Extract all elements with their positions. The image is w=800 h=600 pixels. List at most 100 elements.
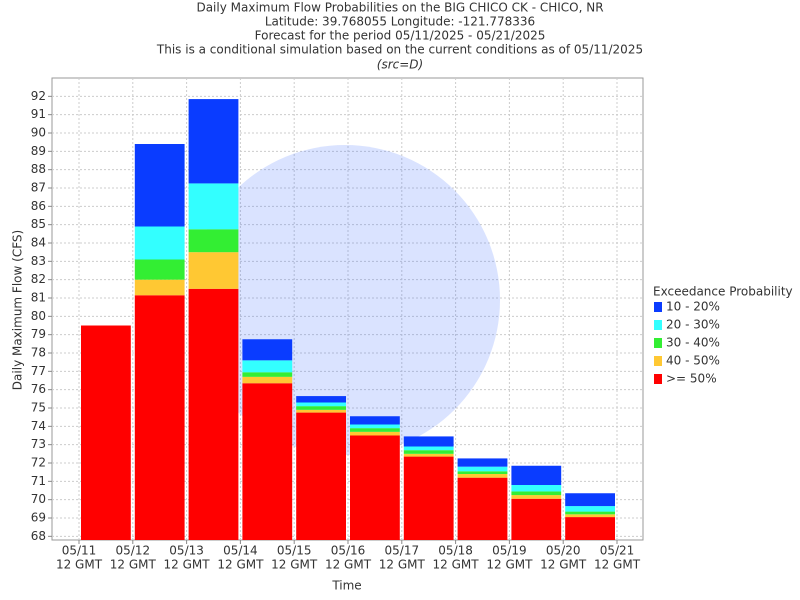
y-tick-label: 79 [31, 327, 46, 341]
y-tick-label: 87 [31, 181, 46, 195]
y-tick-label: 88 [31, 162, 46, 176]
bar-segment [296, 412, 346, 540]
bar-segment [350, 431, 400, 436]
y-tick-label: 80 [31, 309, 46, 323]
x-tick-label: 12 GMT [56, 558, 103, 572]
x-tick-label: 05/13 [169, 544, 204, 558]
bar-segment [350, 435, 400, 540]
bar-segment [565, 514, 615, 518]
y-tick-label: 81 [31, 291, 46, 305]
x-tick-label: 12 GMT [594, 558, 641, 572]
bar-segment [242, 372, 293, 377]
bar-segment [511, 491, 562, 496]
y-tick-label: 68 [31, 529, 46, 543]
bar-segment [457, 471, 508, 474]
bar-segment [188, 229, 239, 253]
x-axis-label: Time [331, 579, 361, 593]
bar-segment [188, 252, 239, 289]
title-line: Latitude: 39.768055 Longitude: -121.7783… [265, 15, 535, 29]
x-tick-label: 12 GMT [379, 558, 426, 572]
y-tick-label: 89 [31, 144, 46, 158]
x-tick-label: 05/17 [385, 544, 420, 558]
legend-label: 20 - 30% [666, 318, 720, 332]
bar-segment [403, 453, 454, 457]
y-tick-label: 83 [31, 254, 46, 268]
x-tick-label: 12 GMT [325, 558, 372, 572]
x-tick-label: 05/14 [223, 544, 258, 558]
y-tick-label: 90 [31, 126, 46, 140]
y-tick-label: 76 [31, 382, 46, 396]
bar-segment [565, 517, 615, 540]
y-tick-label: 77 [31, 364, 46, 378]
legend-label: 40 - 50% [666, 354, 720, 368]
bar-segment [134, 226, 185, 260]
y-tick-label: 85 [31, 217, 46, 231]
bar-segment [511, 465, 562, 485]
x-tick-label: 05/19 [492, 544, 527, 558]
bar-segment [134, 144, 185, 227]
bar-segment [511, 485, 562, 492]
legend-swatch [654, 320, 662, 330]
legend-swatch [654, 338, 662, 348]
x-tick-label: 05/16 [331, 544, 366, 558]
bar-segment [296, 402, 346, 407]
subtitle: (src=D) [377, 58, 423, 72]
x-tick-label: 05/12 [116, 544, 151, 558]
x-tick-label: 12 GMT [271, 558, 318, 572]
bar-segment [403, 450, 454, 454]
bar-segment [188, 99, 239, 184]
bar-segment [242, 376, 293, 384]
y-tick-label: 75 [31, 401, 46, 415]
bar-segment [403, 456, 454, 540]
x-tick-label: 12 GMT [217, 558, 264, 572]
bar-segment [350, 424, 400, 429]
y-tick-label: 69 [31, 511, 46, 525]
bar-segment [457, 477, 508, 540]
x-tick-label: 05/20 [546, 544, 581, 558]
x-tick-label: 12 GMT [110, 558, 157, 572]
bar-segment [296, 396, 346, 403]
y-tick-label: 71 [31, 474, 46, 488]
bar-segment [134, 295, 185, 540]
bar-segment [242, 383, 293, 540]
y-tick-label: 86 [31, 199, 46, 213]
bar-segment [134, 279, 185, 296]
title-line: Daily Maximum Flow Probabilities on the … [196, 1, 603, 15]
x-tick-label: 05/11 [62, 544, 97, 558]
x-tick-label: 12 GMT [486, 558, 533, 572]
y-tick-label: 92 [31, 89, 46, 103]
legend-label: >= 50% [666, 372, 717, 386]
title-line: Forecast for the period 05/11/2025 - 05/… [255, 29, 546, 43]
bar-segment [511, 498, 562, 540]
bar-segment [188, 288, 239, 540]
x-tick-label: 12 GMT [433, 558, 480, 572]
bar-segment [81, 325, 131, 540]
bar-segment [296, 409, 346, 413]
bar-segment [242, 360, 293, 373]
bar-segment [565, 493, 615, 507]
bar-segment [565, 511, 615, 515]
bar-segment [134, 259, 185, 280]
bar-segment [565, 506, 615, 512]
y-tick-label: 82 [31, 272, 46, 286]
legend-label: 10 - 20% [666, 300, 720, 314]
y-tick-label: 84 [31, 236, 46, 250]
legend-swatch [654, 302, 662, 312]
y-tick-label: 74 [31, 419, 46, 433]
x-tick-label: 12 GMT [164, 558, 211, 572]
x-tick-label: 05/18 [438, 544, 473, 558]
y-tick-label: 73 [31, 437, 46, 451]
title-line: This is a conditional simulation based o… [156, 43, 643, 57]
y-tick-label: 78 [31, 346, 46, 360]
x-tick-label: 05/21 [600, 544, 635, 558]
legend-swatch [654, 374, 662, 384]
bar-segment [403, 446, 454, 451]
legend-swatch [654, 356, 662, 366]
bar-segment [403, 436, 454, 447]
y-tick-label: 70 [31, 492, 46, 506]
bar-segment [350, 428, 400, 432]
x-tick-label: 05/15 [277, 544, 312, 558]
bar-segment [188, 183, 239, 230]
bar-segment [511, 495, 562, 499]
